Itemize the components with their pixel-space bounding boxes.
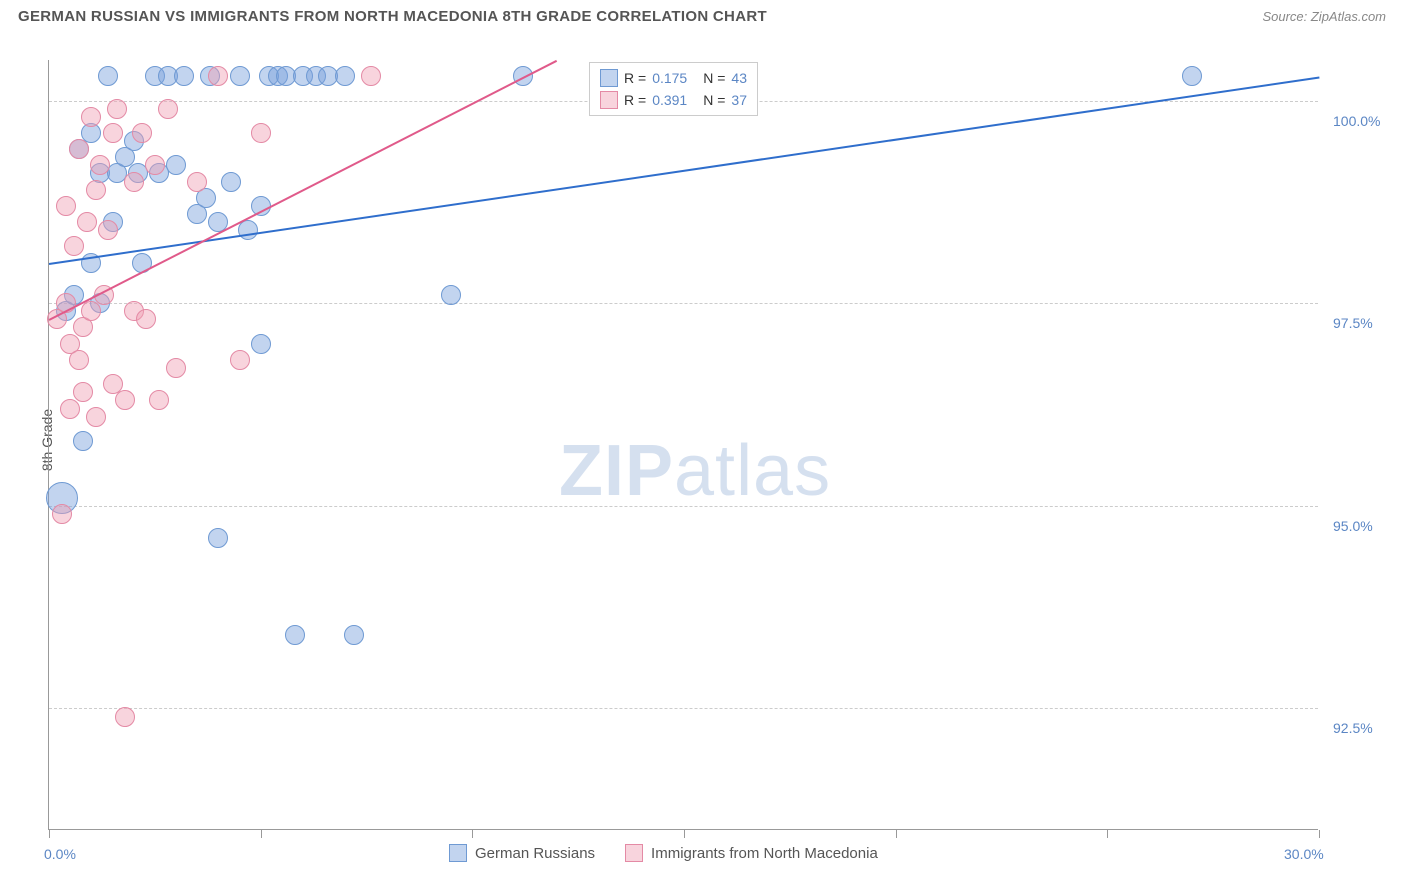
x-tick-mark (1107, 830, 1108, 838)
scatter-point (251, 123, 271, 143)
scatter-point (221, 172, 241, 192)
scatter-point (90, 155, 110, 175)
scatter-point (69, 139, 89, 159)
chart-title: GERMAN RUSSIAN VS IMMIGRANTS FROM NORTH … (18, 8, 767, 25)
plot-area: ZIPatlas 92.5%95.0%97.5%100.0%0.0%30.0%R… (48, 60, 1318, 830)
scatter-point (98, 66, 118, 86)
scatter-point (166, 358, 186, 378)
scatter-point (86, 180, 106, 200)
n-value: 37 (731, 92, 747, 108)
r-label: R = (624, 92, 646, 108)
scatter-point (132, 123, 152, 143)
legend-swatch (449, 844, 467, 862)
x-tick-mark (49, 830, 50, 838)
scatter-point (60, 399, 80, 419)
scatter-point (86, 407, 106, 427)
x-tick-label: 30.0% (1284, 846, 1324, 862)
r-value: 0.391 (652, 92, 687, 108)
n-label: N = (703, 70, 725, 86)
scatter-point (361, 66, 381, 86)
scatter-point (187, 172, 207, 192)
gridline-h (49, 506, 1318, 507)
scatter-point (115, 390, 135, 410)
series-legend: German Russians Immigrants from North Mac… (449, 844, 878, 862)
gridline-h (49, 708, 1318, 709)
n-label: N = (703, 92, 725, 108)
trend-line (49, 60, 558, 321)
x-tick-mark (684, 830, 685, 838)
scatter-point (145, 155, 165, 175)
scatter-point (149, 390, 169, 410)
legend-label: Immigrants from North Macedonia (651, 845, 878, 862)
scatter-point (81, 301, 101, 321)
scatter-point (158, 99, 178, 119)
scatter-point (344, 625, 364, 645)
scatter-point (107, 99, 127, 119)
legend-swatch (600, 69, 618, 87)
scatter-point (1182, 66, 1202, 86)
scatter-point (81, 107, 101, 127)
scatter-point (230, 66, 250, 86)
scatter-point (73, 431, 93, 451)
x-tick-mark (472, 830, 473, 838)
chart-header: GERMAN RUSSIAN VS IMMIGRANTS FROM NORTH … (0, 0, 1406, 35)
scatter-point (174, 66, 194, 86)
stats-legend: R = 0.175 N = 43 R = 0.391 N = 37 (589, 62, 758, 116)
y-tick-label: 92.5% (1333, 720, 1373, 736)
y-tick-label: 97.5% (1333, 315, 1373, 331)
scatter-point (124, 172, 144, 192)
chart-container: 8th Grade ZIPatlas 92.5%95.0%97.5%100.0%… (18, 40, 1388, 840)
y-tick-label: 95.0% (1333, 518, 1373, 534)
legend-item: Immigrants from North Macedonia (625, 844, 878, 862)
scatter-point (285, 625, 305, 645)
scatter-point (441, 285, 461, 305)
scatter-point (64, 236, 84, 256)
scatter-point (73, 382, 93, 402)
gridline-h (49, 303, 1318, 304)
x-tick-label: 0.0% (44, 846, 76, 862)
r-label: R = (624, 70, 646, 86)
scatter-point (56, 196, 76, 216)
scatter-point (166, 155, 186, 175)
legend-swatch (625, 844, 643, 862)
scatter-point (136, 309, 156, 329)
scatter-point (115, 707, 135, 727)
y-tick-label: 100.0% (1333, 113, 1380, 129)
watermark: ZIPatlas (559, 430, 831, 512)
scatter-point (208, 66, 228, 86)
scatter-point (238, 220, 258, 240)
chart-source: Source: ZipAtlas.com (1262, 9, 1386, 24)
scatter-point (335, 66, 355, 86)
stats-legend-row: R = 0.391 N = 37 (600, 89, 747, 111)
scatter-point (98, 220, 118, 240)
legend-item: German Russians (449, 844, 595, 862)
x-tick-mark (261, 830, 262, 838)
x-tick-mark (896, 830, 897, 838)
scatter-point (230, 350, 250, 370)
scatter-point (69, 350, 89, 370)
x-tick-mark (1319, 830, 1320, 838)
scatter-point (208, 528, 228, 548)
n-value: 43 (731, 70, 747, 86)
legend-swatch (600, 91, 618, 109)
scatter-point (77, 212, 97, 232)
r-value: 0.175 (652, 70, 687, 86)
scatter-point (103, 123, 123, 143)
stats-legend-row: R = 0.175 N = 43 (600, 67, 747, 89)
scatter-point (251, 334, 271, 354)
legend-label: German Russians (475, 845, 595, 862)
scatter-point (52, 504, 72, 524)
